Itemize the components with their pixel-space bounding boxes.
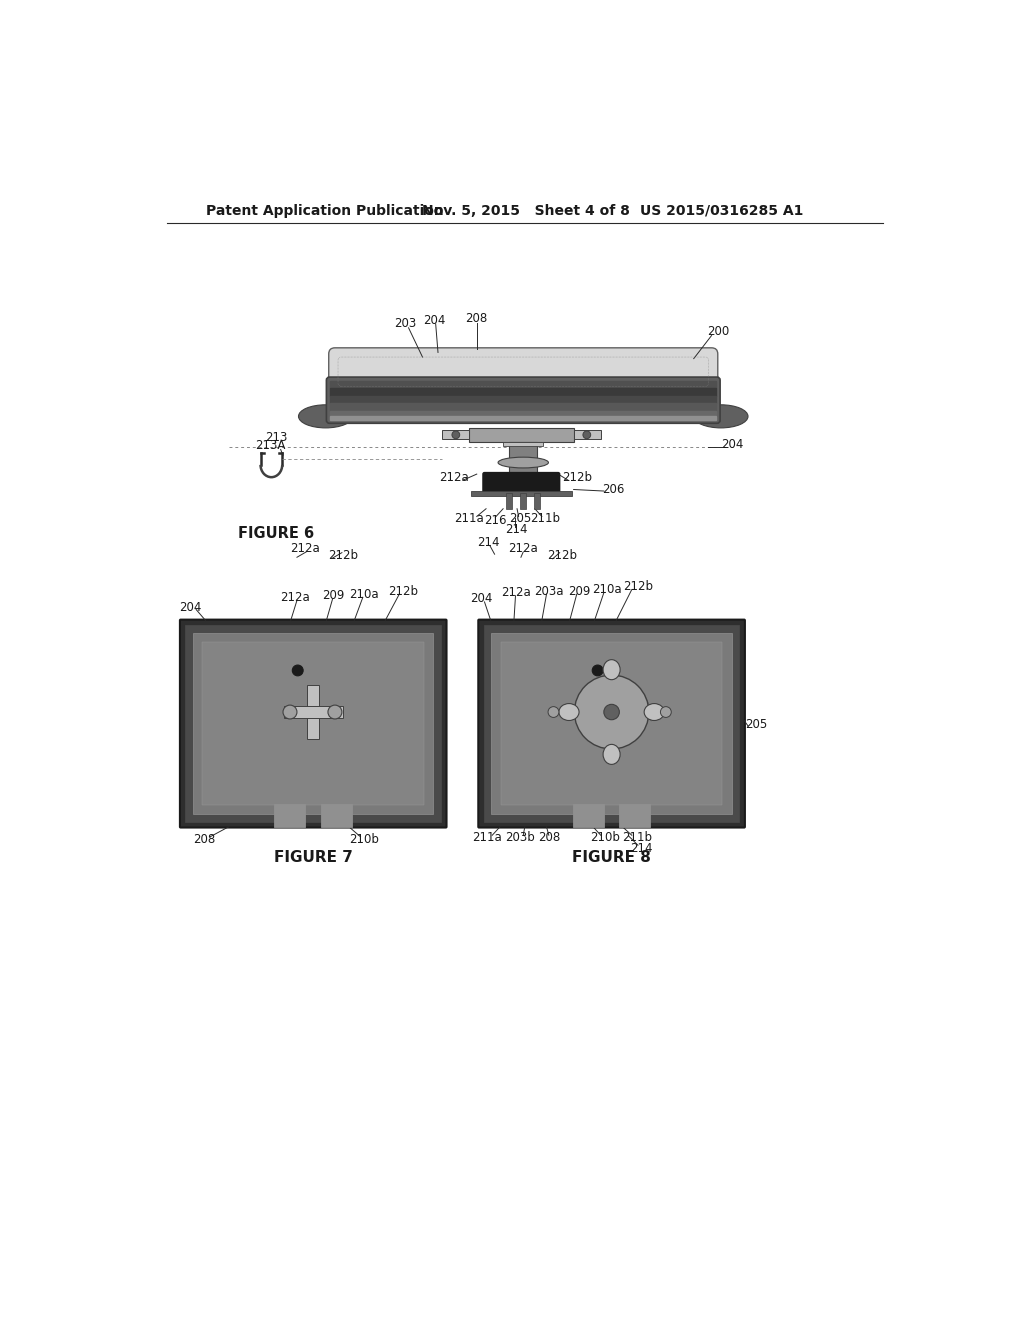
Text: 213A: 213A	[255, 440, 285, 453]
Bar	[307, 685, 319, 739]
Text: 203b: 203b	[505, 832, 535, 843]
Ellipse shape	[644, 704, 665, 721]
FancyBboxPatch shape	[327, 378, 720, 424]
Bar	[492, 632, 732, 814]
Text: FIGURE 6: FIGURE 6	[238, 525, 314, 541]
Text: 212a: 212a	[438, 471, 468, 484]
Bar	[620, 804, 650, 826]
Text: 210a: 210a	[349, 587, 379, 601]
Circle shape	[328, 705, 342, 719]
Circle shape	[660, 706, 672, 718]
Text: 214: 214	[477, 536, 500, 549]
Text: 212a: 212a	[508, 543, 539, 556]
Text: 211a: 211a	[454, 512, 484, 525]
Circle shape	[283, 705, 297, 719]
FancyBboxPatch shape	[483, 473, 560, 495]
Text: 210b: 210b	[349, 833, 379, 846]
Text: 208: 208	[466, 312, 487, 325]
Text: 216: 216	[484, 513, 507, 527]
Text: 211b: 211b	[530, 512, 560, 525]
Circle shape	[548, 706, 559, 718]
Text: 204: 204	[423, 314, 445, 326]
Text: FIGURE 8: FIGURE 8	[572, 850, 651, 865]
Bar	[331, 381, 716, 388]
Text: 211b: 211b	[623, 832, 652, 843]
Bar	[331, 388, 716, 396]
Text: 212a: 212a	[501, 586, 530, 599]
Circle shape	[583, 432, 591, 438]
Text: FIGURE 7: FIGURE 7	[273, 850, 352, 865]
Bar	[442, 430, 469, 440]
Text: 212b: 212b	[388, 585, 418, 598]
Bar	[535, 494, 541, 508]
Ellipse shape	[559, 704, 579, 721]
Text: 203: 203	[394, 317, 417, 330]
Text: 211a: 211a	[472, 832, 502, 843]
Bar	[506, 494, 512, 508]
Bar	[501, 642, 722, 805]
Bar	[503, 442, 544, 446]
Text: 203a: 203a	[535, 585, 563, 598]
Text: 205: 205	[509, 512, 531, 525]
Ellipse shape	[603, 660, 621, 680]
Bar	[483, 626, 739, 822]
Ellipse shape	[498, 457, 549, 469]
Bar	[573, 430, 601, 440]
Bar	[203, 642, 424, 805]
Text: US 2015/0316285 A1: US 2015/0316285 A1	[640, 203, 803, 218]
Text: Patent Application Publication: Patent Application Publication	[206, 203, 443, 218]
Text: 204: 204	[179, 601, 201, 614]
Text: 212b: 212b	[623, 579, 653, 593]
Text: 212a: 212a	[280, 591, 309, 603]
Text: 209: 209	[323, 589, 344, 602]
Text: 214: 214	[630, 842, 652, 855]
Bar	[331, 416, 716, 420]
Text: 200: 200	[708, 325, 730, 338]
Text: 210b: 210b	[590, 832, 620, 843]
Text: 206: 206	[602, 483, 625, 496]
Bar	[331, 404, 716, 411]
Text: 213: 213	[265, 430, 288, 444]
Text: 210a: 210a	[592, 583, 622, 597]
Text: 209: 209	[568, 585, 590, 598]
Circle shape	[292, 665, 303, 676]
Bar	[274, 804, 305, 826]
Bar	[194, 632, 433, 814]
FancyBboxPatch shape	[478, 619, 744, 828]
Text: 204: 204	[721, 438, 743, 451]
Text: 208: 208	[193, 833, 215, 846]
Text: 208: 208	[538, 832, 560, 843]
Text: 205: 205	[744, 718, 767, 731]
Text: 212b: 212b	[329, 549, 358, 562]
Text: 212b: 212b	[547, 549, 577, 562]
Bar	[284, 706, 343, 718]
Ellipse shape	[603, 744, 621, 764]
Text: 212a: 212a	[290, 543, 319, 556]
FancyBboxPatch shape	[180, 619, 446, 828]
Bar	[321, 804, 352, 826]
Bar	[509, 442, 538, 478]
Text: 212b: 212b	[562, 471, 593, 484]
Ellipse shape	[299, 405, 352, 428]
Circle shape	[592, 665, 603, 676]
Bar	[331, 411, 716, 416]
Bar	[185, 626, 441, 822]
Text: 204: 204	[470, 593, 493, 606]
Text: Nov. 5, 2015   Sheet 4 of 8: Nov. 5, 2015 Sheet 4 of 8	[423, 203, 631, 218]
Ellipse shape	[693, 405, 748, 428]
Circle shape	[604, 705, 620, 719]
Bar	[331, 396, 716, 404]
Bar	[520, 494, 526, 508]
Circle shape	[574, 675, 649, 748]
Text: 214: 214	[505, 523, 527, 536]
Bar	[572, 804, 604, 826]
Bar	[471, 491, 572, 496]
FancyBboxPatch shape	[329, 348, 718, 395]
Bar	[469, 428, 573, 442]
Circle shape	[452, 432, 460, 438]
